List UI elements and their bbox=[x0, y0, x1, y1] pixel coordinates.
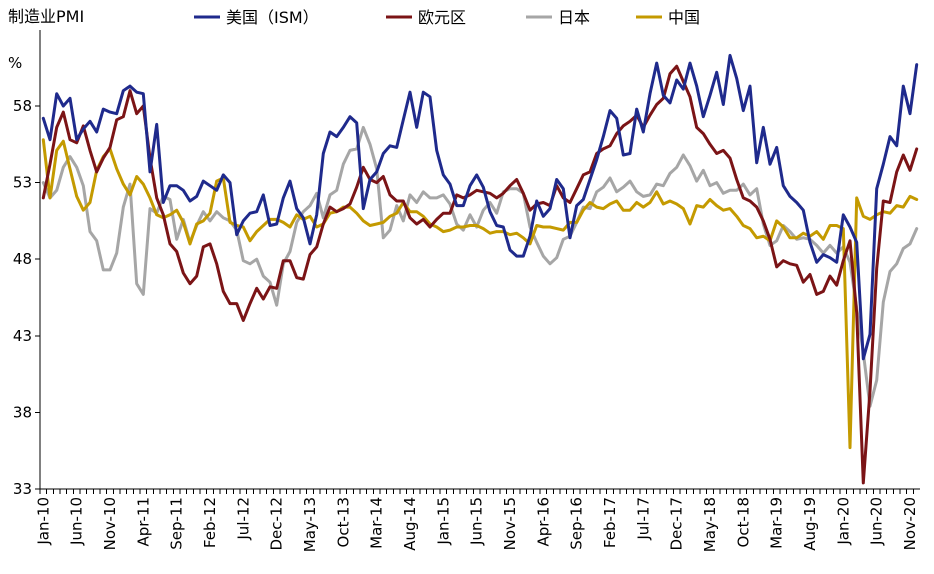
x-tick-label: Sep-16 bbox=[568, 497, 586, 550]
series-line-3 bbox=[41, 138, 919, 450]
chart-axes: 33 38 43 48 53 58 Jan-10 Jun-10 Nov-10 Apr-11 Sep-… bbox=[13, 30, 920, 552]
x-tick-label: Aug-14 bbox=[401, 497, 419, 551]
y-tick-label: 33 bbox=[13, 480, 32, 498]
x-tick-label: Apr-16 bbox=[534, 497, 552, 547]
x-tick-label: Jul-12 bbox=[234, 497, 252, 541]
x-tick-label: Nov-15 bbox=[501, 497, 519, 550]
chart-legend: 美国（ISM） 欧元区 日本 中国 bbox=[194, 8, 700, 27]
series-line-2 bbox=[41, 125, 919, 408]
x-tick-label: Sep-11 bbox=[168, 497, 186, 550]
x-tick-label: Jan-15 bbox=[434, 497, 452, 546]
x-tick-label: Jan-20 bbox=[834, 497, 852, 546]
chart-series bbox=[41, 53, 919, 485]
y-tick-label: 53 bbox=[13, 174, 32, 192]
x-tick-label: Dec-12 bbox=[268, 497, 286, 551]
legend-label-2: 日本 bbox=[558, 8, 590, 27]
x-tick-label: Nov-20 bbox=[901, 497, 919, 550]
x-tick-label: Jun-10 bbox=[68, 497, 86, 546]
y-tick-label: 48 bbox=[13, 250, 32, 268]
y-tick-label: 38 bbox=[13, 403, 32, 421]
y-tick-label: 43 bbox=[13, 327, 32, 345]
y-axis-unit-label: % bbox=[8, 54, 22, 72]
chart-title: 制造业PMI bbox=[8, 7, 84, 26]
x-tick-label: Apr-11 bbox=[134, 497, 152, 547]
legend-label-3: 中国 bbox=[668, 8, 700, 27]
x-tick-label: Aug-19 bbox=[801, 497, 819, 551]
y-tick-label: 58 bbox=[13, 97, 32, 115]
x-tick-label: May-18 bbox=[701, 497, 719, 552]
x-tick-label: Feb-12 bbox=[201, 497, 219, 548]
x-tick-label: Mar-14 bbox=[368, 497, 386, 549]
x-tick-label: Jun-15 bbox=[468, 497, 486, 546]
x-tick-label: Nov-10 bbox=[101, 497, 119, 550]
x-tick-label: Jun-20 bbox=[868, 497, 886, 546]
x-tick-label: Mar-19 bbox=[768, 497, 786, 549]
x-tick-label: May-13 bbox=[301, 497, 319, 552]
series-line-1 bbox=[41, 64, 919, 485]
legend-label-0: 美国（ISM） bbox=[226, 8, 319, 27]
x-tick-label: Feb-17 bbox=[601, 497, 619, 548]
x-tick-label: Oct-13 bbox=[334, 497, 352, 547]
x-tick-label: Jul-17 bbox=[634, 497, 652, 541]
series-line-0 bbox=[41, 53, 919, 361]
x-tick-label: Jan-10 bbox=[34, 497, 52, 546]
x-tick-label: Oct-18 bbox=[734, 497, 752, 547]
legend-label-1: 欧元区 bbox=[418, 8, 466, 27]
x-tick-label: Dec-17 bbox=[668, 497, 686, 551]
